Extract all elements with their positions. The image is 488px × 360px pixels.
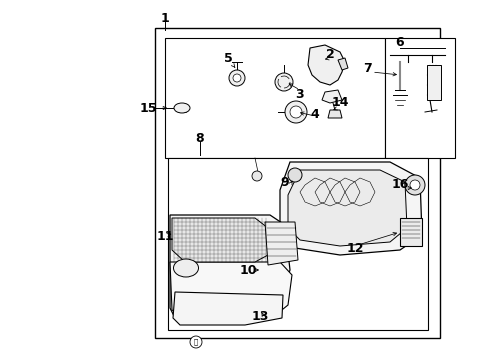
Circle shape (251, 171, 262, 181)
Text: 12: 12 (346, 242, 363, 255)
Text: 6: 6 (395, 36, 404, 49)
Circle shape (287, 168, 302, 182)
Polygon shape (173, 292, 283, 325)
Polygon shape (170, 215, 289, 318)
Polygon shape (307, 45, 345, 85)
Bar (168, 158, 427, 330)
Polygon shape (264, 222, 297, 265)
Text: 2: 2 (325, 49, 334, 62)
Circle shape (232, 74, 241, 82)
Ellipse shape (173, 259, 198, 277)
Bar (155, 28, 439, 338)
Text: 7: 7 (363, 62, 372, 75)
Text: 14: 14 (330, 95, 348, 108)
Polygon shape (337, 58, 347, 70)
Text: 4: 4 (310, 108, 319, 122)
Bar (426, 65, 440, 100)
Text: 11: 11 (156, 230, 173, 243)
Polygon shape (172, 218, 267, 262)
Text: 8: 8 (195, 131, 204, 144)
Text: 3: 3 (295, 89, 304, 102)
Text: 16: 16 (390, 179, 408, 192)
Circle shape (228, 70, 244, 86)
Circle shape (289, 106, 302, 118)
Polygon shape (170, 262, 291, 318)
Bar (399, 218, 421, 246)
Text: 5: 5 (223, 51, 232, 64)
Circle shape (409, 180, 419, 190)
Text: 9: 9 (280, 176, 289, 189)
Circle shape (274, 73, 292, 91)
Text: 1: 1 (160, 12, 169, 24)
Circle shape (285, 101, 306, 123)
Bar (164, 38, 384, 158)
Circle shape (404, 175, 424, 195)
Text: 13: 13 (251, 310, 268, 324)
Text: 10: 10 (239, 264, 256, 276)
Polygon shape (280, 162, 421, 255)
Polygon shape (287, 170, 406, 246)
Ellipse shape (174, 103, 190, 113)
Polygon shape (327, 110, 341, 118)
Polygon shape (321, 90, 341, 103)
Text: 15: 15 (139, 102, 157, 114)
Bar (384, 38, 454, 158)
Text: ⓟ: ⓟ (193, 339, 198, 345)
Circle shape (190, 336, 202, 348)
